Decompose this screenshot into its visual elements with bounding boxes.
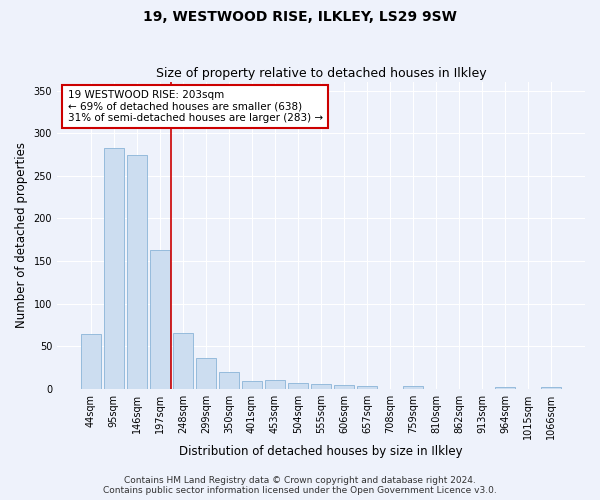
Bar xyxy=(127,156,146,388)
Bar xyxy=(311,384,331,388)
Bar xyxy=(242,381,262,388)
Bar xyxy=(357,386,377,388)
Text: 19 WESTWOOD RISE: 203sqm
← 69% of detached houses are smaller (638)
31% of semi-: 19 WESTWOOD RISE: 203sqm ← 69% of detach… xyxy=(68,90,323,123)
Y-axis label: Number of detached properties: Number of detached properties xyxy=(15,142,28,328)
Title: Size of property relative to detached houses in Ilkley: Size of property relative to detached ho… xyxy=(156,66,487,80)
Bar xyxy=(150,250,170,388)
Bar xyxy=(403,386,423,388)
Text: Contains HM Land Registry data © Crown copyright and database right 2024.
Contai: Contains HM Land Registry data © Crown c… xyxy=(103,476,497,495)
Bar xyxy=(334,386,354,388)
Bar xyxy=(219,372,239,388)
Bar xyxy=(541,387,561,388)
Text: 19, WESTWOOD RISE, ILKLEY, LS29 9SW: 19, WESTWOOD RISE, ILKLEY, LS29 9SW xyxy=(143,10,457,24)
Bar xyxy=(81,334,101,388)
Bar xyxy=(196,358,216,388)
Bar xyxy=(265,380,285,388)
Bar xyxy=(496,387,515,388)
Bar xyxy=(173,334,193,388)
X-axis label: Distribution of detached houses by size in Ilkley: Distribution of detached houses by size … xyxy=(179,444,463,458)
Bar xyxy=(104,148,124,388)
Bar xyxy=(288,382,308,388)
